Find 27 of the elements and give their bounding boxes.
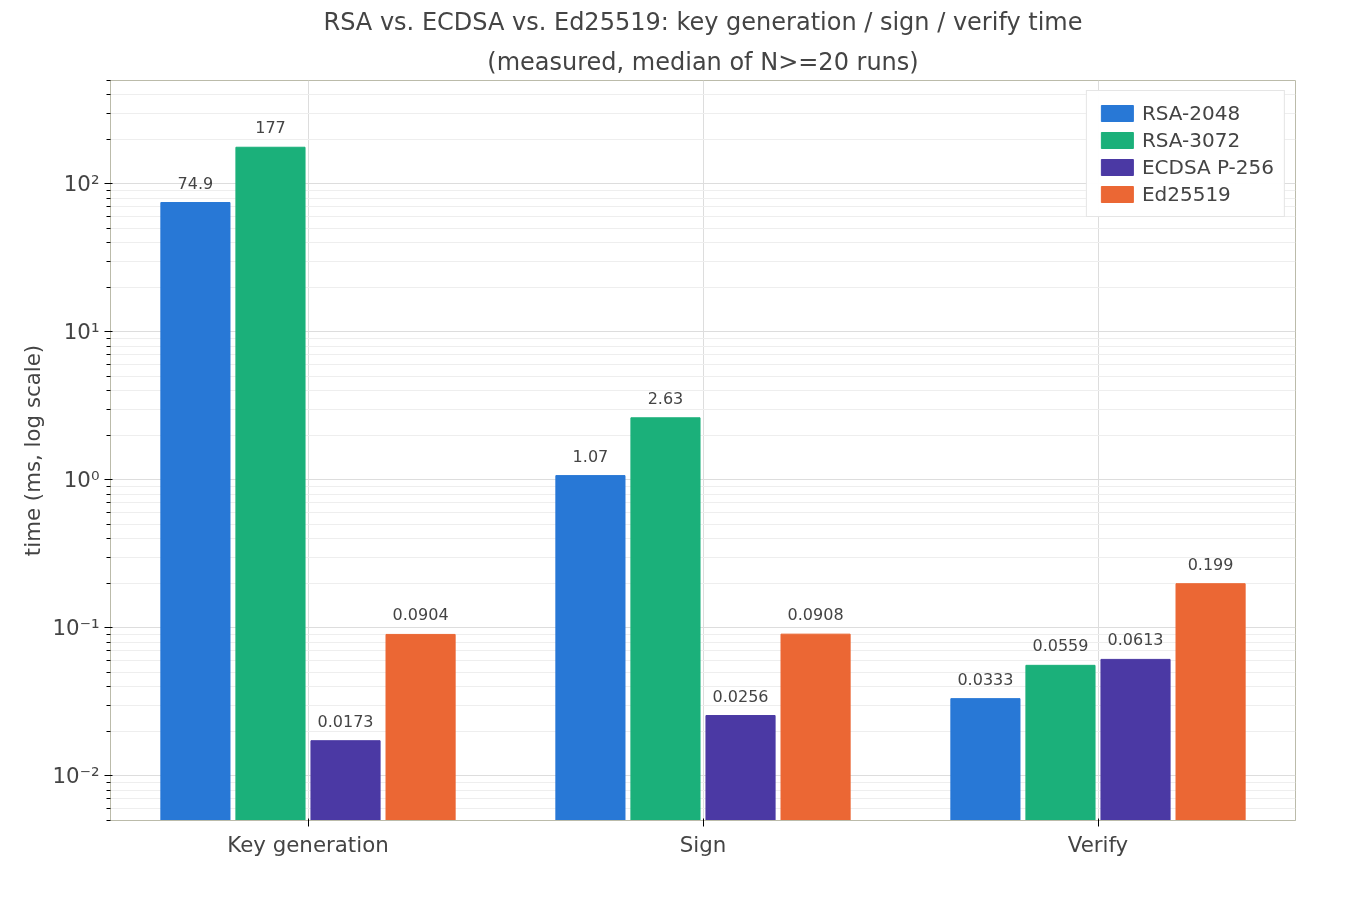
data-label: 0.0173 [317,711,374,731]
legend-label: ECDSA P-256 [1141,155,1274,179]
data-label: 0.0333 [957,669,1014,689]
data-label: 0.0256 [712,686,769,706]
data-label: 0.0904 [392,605,449,625]
data-label: 1.07 [572,446,609,466]
y-tick-label: 10⁻¹ [52,615,100,641]
legend-label: RSA-2048 [1141,101,1241,125]
data-label: 177 [255,118,286,138]
data-label: 0.199 [1187,554,1234,574]
y-tick-label: 10² [63,171,100,197]
y-axis-title: time (ms, log scale) [19,344,45,557]
y-tick-label: 10⁻² [52,763,100,789]
data-label: 2.63 [647,388,684,408]
data-label: 0.0559 [1032,636,1089,656]
data-label: 0.0613 [1107,630,1164,650]
x-tick-label: Key generation [227,831,389,857]
data-label: 74.9 [177,173,214,193]
y-tick-label: 10⁰ [63,467,100,493]
data-label: 0.0908 [787,605,844,625]
y-tick-label: 10¹ [63,319,100,345]
x-tick-label: Sign [679,831,727,857]
legend-label: RSA-3072 [1141,128,1241,152]
chart-subtitle: (measured, median of N>=20 runs) [487,47,919,76]
legend-label: Ed25519 [1141,182,1231,206]
chart-title: RSA vs. ECDSA vs. Ed25519: key generation / sign / verify time [323,7,1083,36]
x-tick-label: Verify [1067,831,1129,857]
